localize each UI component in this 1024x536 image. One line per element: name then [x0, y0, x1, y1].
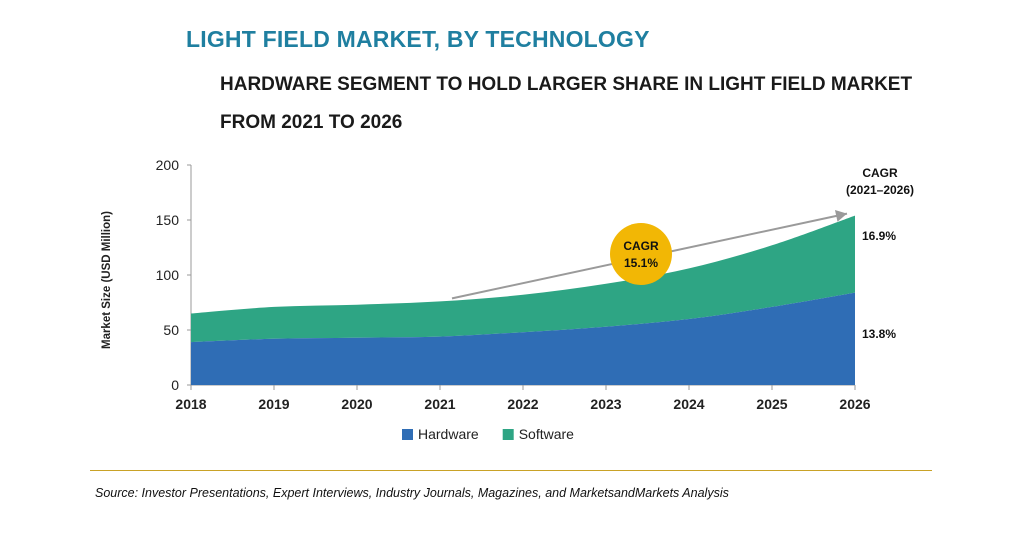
- area-series-software: [191, 215, 855, 343]
- cagr-bubble: [610, 223, 672, 285]
- x-tick-label: 2020: [341, 396, 372, 412]
- x-tick-label: 2026: [839, 396, 870, 412]
- x-tick-label: 2023: [590, 396, 621, 412]
- y-tick-label: 150: [156, 212, 180, 228]
- x-tick-label: 2022: [507, 396, 538, 412]
- y-tick-label: 0: [171, 377, 179, 393]
- area-series-hardware: [191, 292, 855, 385]
- cagr-arrow-head: [834, 210, 847, 222]
- legend-swatch: [402, 429, 413, 440]
- x-tick-label: 2024: [673, 396, 704, 412]
- cagr-bubble-value: 15.1%: [624, 256, 658, 270]
- cagr-header-label: CAGR: [862, 166, 898, 180]
- light-field-market-chart: 0 50 100 150 200 Market Size (USD Million) 201…: [101, 157, 914, 442]
- y-tick-label: 50: [163, 322, 179, 338]
- y-tick-label: 100: [156, 267, 180, 283]
- chart-title: LIGHT FIELD MARKET, BY TECHNOLOGY: [186, 26, 650, 52]
- cagr-header-period: (2021–2026): [846, 183, 914, 197]
- x-tick-label: 2018: [175, 396, 206, 412]
- y-tick-label: 200: [156, 157, 180, 173]
- source-note: Source: Investor Presentations, Expert I…: [95, 486, 729, 500]
- x-tick-label: 2019: [258, 396, 289, 412]
- cagr-bubble-label: CAGR: [623, 239, 659, 253]
- legend-label: Software: [519, 426, 574, 442]
- hardware-cagr-value: 13.8%: [862, 327, 896, 341]
- chart-subtitle: HARDWARE SEGMENT TO HOLD LARGER SHARE IN…: [220, 74, 913, 133]
- divider-line: [90, 470, 932, 471]
- legend-label: Hardware: [418, 426, 479, 442]
- legend-swatch: [502, 429, 514, 440]
- y-axis-label: Market Size (USD Million): [101, 211, 113, 349]
- software-cagr-value: 16.9%: [862, 229, 896, 243]
- x-tick-label: 2025: [756, 396, 787, 412]
- x-tick-label: 2021: [424, 396, 455, 412]
